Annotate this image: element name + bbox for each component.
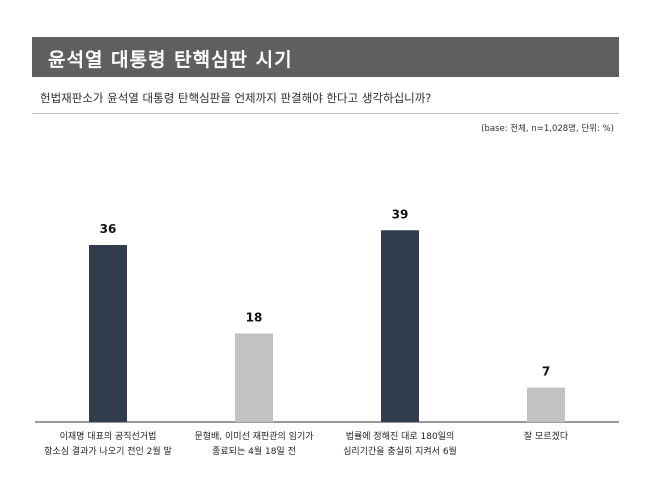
title-bar: 윤석열 대통령 탄핵심판 시기 bbox=[32, 37, 619, 77]
bar-3 bbox=[381, 230, 419, 422]
bar-value-label-4: 7 bbox=[542, 365, 550, 379]
page-title: 윤석열 대통령 탄핵심판 시기 bbox=[48, 49, 293, 71]
category-label-1: 이재명 대표의 공직선거법 항소심 결과가 나오기 전인 2월 말 bbox=[44, 432, 172, 457]
bar-value-label-2: 18 bbox=[246, 311, 263, 325]
bar-1 bbox=[89, 245, 127, 422]
category-label-4: 잘 모르겠다 bbox=[523, 432, 569, 442]
bar-4 bbox=[527, 387, 565, 422]
survey-question: 헌법재판소가 윤석열 대통령 탄핵심판을 언제까지 판결해야 한다고 생각하십니… bbox=[40, 91, 432, 105]
bar-value-label-1: 36 bbox=[100, 222, 117, 236]
bar-value-label-3: 39 bbox=[392, 207, 409, 221]
category-label-3: 법률에 정해진 대로 180일의 심리기간을 충실히 지켜서 6월 bbox=[343, 432, 457, 457]
bar-2 bbox=[235, 333, 273, 422]
base-note: (base: 전체, n=1,028명, 단위: %) bbox=[481, 124, 614, 134]
category-label-2: 문형배, 이미선 재판관의 임기가 종료되는 4월 18일 전 bbox=[194, 432, 314, 457]
divider bbox=[32, 113, 619, 114]
